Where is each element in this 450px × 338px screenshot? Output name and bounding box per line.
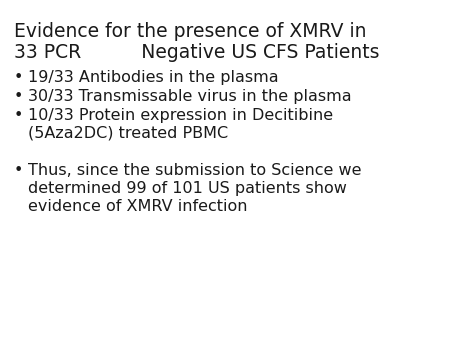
Text: •: • [14, 163, 23, 178]
Text: Evidence for the presence of XMRV in: Evidence for the presence of XMRV in [14, 22, 366, 41]
Text: 30/33 Transmissable virus in the plasma: 30/33 Transmissable virus in the plasma [28, 89, 351, 104]
Text: 19/33 Antibodies in the plasma: 19/33 Antibodies in the plasma [28, 70, 279, 85]
Text: (5Aza2DC) treated PBMC: (5Aza2DC) treated PBMC [28, 126, 228, 141]
Text: 10/33 Protein expression in Decitibine: 10/33 Protein expression in Decitibine [28, 108, 333, 123]
Text: determined 99 of 101 US patients show: determined 99 of 101 US patients show [28, 181, 347, 196]
Text: •: • [14, 89, 23, 104]
Text: evidence of XMRV infection: evidence of XMRV infection [28, 199, 248, 214]
Text: •: • [14, 70, 23, 85]
Text: 33 PCR          Negative US CFS Patients: 33 PCR Negative US CFS Patients [14, 43, 379, 62]
Text: •: • [14, 108, 23, 123]
Text: Thus, since the submission to Science we: Thus, since the submission to Science we [28, 163, 361, 178]
